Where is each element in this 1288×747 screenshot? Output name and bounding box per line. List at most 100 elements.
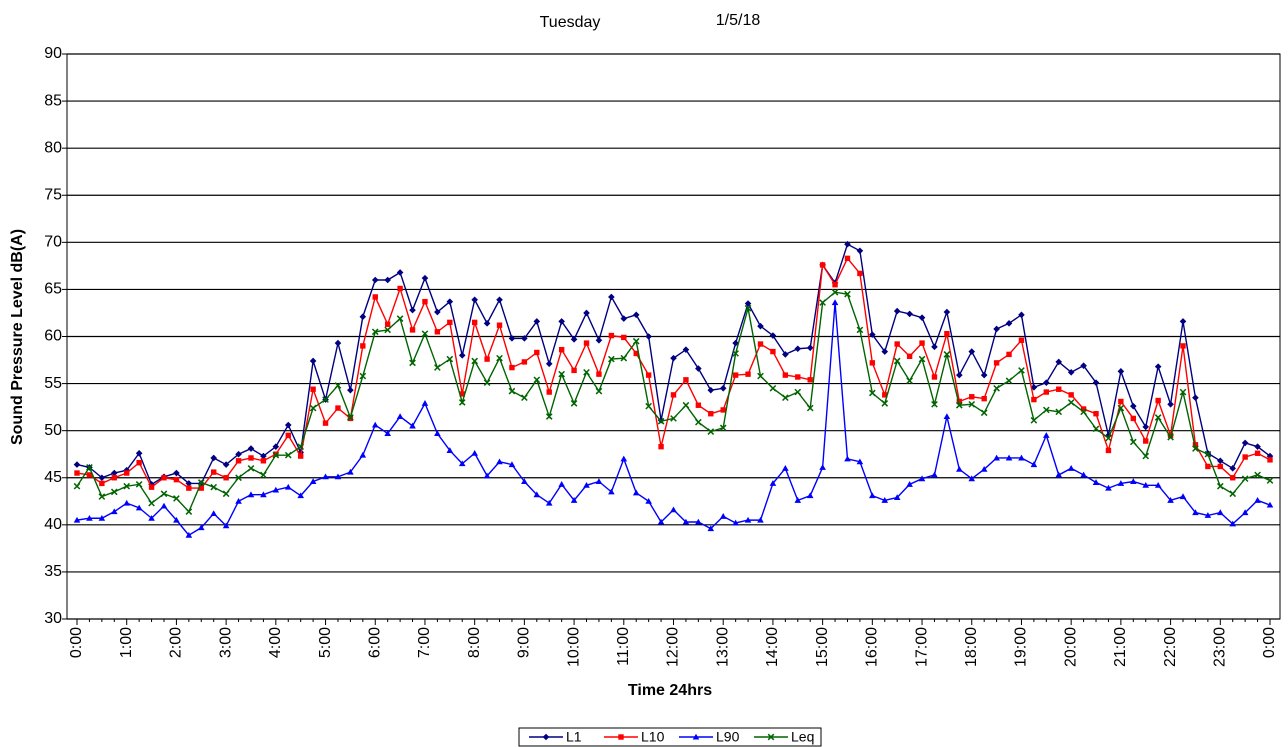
data-point: [223, 475, 229, 481]
legend-label: L10: [641, 729, 665, 745]
data-point: [956, 398, 963, 405]
data-point: [1241, 439, 1249, 447]
data-point: [309, 357, 317, 365]
data-point: [571, 367, 577, 374]
data-point: [980, 371, 988, 379]
data-point: [533, 318, 541, 325]
data-point: [1043, 389, 1050, 395]
data-point: [496, 322, 503, 328]
data-point: [882, 392, 888, 398]
data-point: [235, 450, 242, 458]
data-point: [993, 325, 1000, 333]
data-point: [458, 352, 466, 359]
data-point: [1105, 434, 1112, 442]
data-point: [931, 400, 938, 408]
data-point: [297, 453, 304, 459]
data-point: [919, 340, 925, 346]
data-point: [1030, 416, 1038, 424]
y-tick-label: 60: [44, 328, 62, 345]
data-point: [222, 490, 230, 498]
data-point: [1055, 358, 1063, 366]
data-point: [1179, 388, 1187, 396]
data-point: [1179, 493, 1187, 500]
data-point: [1129, 438, 1137, 446]
data-point: [496, 296, 503, 304]
data-point: [595, 478, 603, 485]
x-tick-label: 13:00: [714, 627, 731, 667]
data-point: [1093, 411, 1099, 417]
data-point: [434, 430, 441, 436]
data-point: [372, 294, 378, 300]
data-point: [1130, 478, 1137, 485]
data-point: [682, 401, 690, 409]
data-point: [297, 443, 305, 451]
data-point: [782, 465, 789, 471]
data-point: [1067, 368, 1075, 376]
y-tick-label: 35: [44, 563, 62, 580]
data-point: [608, 332, 615, 339]
y-tick-label: 80: [44, 139, 62, 156]
data-point: [1043, 379, 1050, 386]
data-point: [359, 372, 367, 380]
data-point: [135, 504, 143, 511]
data-point: [732, 339, 739, 347]
data-point: [111, 475, 117, 481]
data-point: [769, 332, 777, 339]
data-point: [173, 516, 180, 523]
data-point: [881, 497, 889, 503]
data-point: [99, 480, 105, 487]
data-point: [110, 469, 118, 477]
data-point: [371, 328, 379, 336]
y-tick-label: 55: [44, 375, 62, 392]
data-point: [943, 351, 951, 358]
x-tick-label: 22:00: [1162, 627, 1179, 667]
data-point: [968, 475, 976, 482]
data-point: [409, 306, 416, 314]
data-point: [1241, 509, 1249, 516]
data-point: [857, 270, 863, 277]
data-point: [1154, 414, 1162, 421]
data-point: [123, 499, 131, 506]
data-point: [782, 351, 789, 358]
data-point: [459, 391, 465, 397]
data-point: [893, 307, 901, 315]
data-point: [745, 371, 751, 377]
data-point: [98, 493, 106, 500]
data-point: [509, 364, 515, 371]
data-point: [819, 262, 826, 268]
data-point: [993, 454, 1000, 461]
y-tick-label: 65: [44, 281, 62, 298]
data-point: [719, 424, 727, 432]
data-point: [248, 455, 254, 461]
data-point: [74, 470, 80, 476]
x-tick-label: 0:00: [1261, 627, 1278, 658]
data-point: [86, 514, 93, 521]
data-point: [446, 355, 454, 363]
data-point: [1030, 461, 1038, 468]
data-point: [795, 374, 801, 380]
data-point: [1142, 452, 1150, 460]
data-point: [657, 417, 665, 425]
data-point: [918, 475, 926, 482]
data-point: [969, 394, 975, 400]
data-point: [670, 415, 677, 422]
data-point: [309, 478, 317, 485]
x-tick-label: 14:00: [764, 627, 781, 667]
data-point: [633, 350, 639, 357]
x-tick-label: 19:00: [1013, 627, 1030, 667]
data-point: [732, 372, 739, 378]
y-tick-label: 40: [44, 516, 62, 533]
data-point: [993, 360, 1000, 366]
data-point: [173, 469, 180, 477]
data-point: [396, 413, 404, 420]
y-axis-label: Sound Pressure Level dB(A): [9, 229, 26, 445]
data-point: [670, 392, 677, 398]
data-point: [782, 372, 789, 378]
data-point: [247, 465, 255, 472]
data-point: [968, 348, 976, 355]
x-tick-label: 23:00: [1212, 627, 1229, 667]
x-tick-label: 16:00: [864, 627, 881, 667]
data-point: [695, 518, 702, 525]
data-point: [483, 379, 491, 386]
chart-date: 1/5/18: [716, 12, 761, 29]
